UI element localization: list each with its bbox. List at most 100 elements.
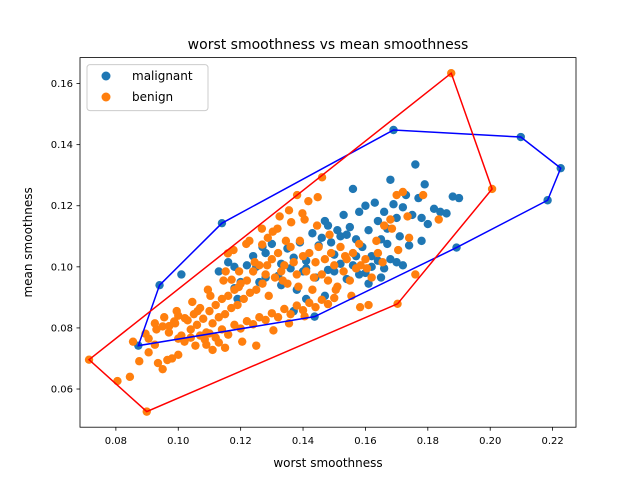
benign-point: [393, 245, 403, 255]
benign-point: [289, 258, 298, 267]
malignant-point: [339, 210, 348, 220]
malignant-point: [420, 180, 429, 189]
benign-point: [339, 267, 348, 276]
malignant-point: [383, 239, 392, 249]
malignant-point: [423, 219, 433, 229]
benign-point: [144, 334, 153, 343]
benign-point: [208, 319, 217, 328]
benign-point: [263, 233, 272, 243]
benign-point: [280, 261, 289, 270]
benign-point: [308, 285, 317, 294]
benign-point: [214, 313, 224, 322]
benign-point: [330, 261, 339, 270]
benign-point: [320, 255, 330, 264]
benign-point: [348, 248, 358, 258]
benign-point: [323, 276, 333, 285]
benign-point: [211, 300, 220, 310]
malignant-point: [379, 207, 389, 217]
plot-area: [84, 68, 565, 416]
benign-point: [330, 293, 339, 303]
benign-point: [214, 338, 224, 347]
benign-point: [221, 267, 230, 276]
benign-point: [311, 302, 320, 312]
benign-point: [208, 345, 217, 355]
benign-point: [234, 267, 244, 276]
benign-point: [252, 285, 261, 294]
malignant-point: [411, 160, 420, 169]
benign-point: [186, 325, 195, 334]
benign-point: [340, 251, 350, 261]
benign-point: [326, 248, 336, 258]
malignant-point: [417, 213, 426, 223]
benign-point: [314, 242, 323, 252]
benign-point: [278, 276, 287, 285]
malignant-point: [398, 203, 408, 212]
y-tick-label: 0.12: [51, 201, 73, 212]
benign-point: [113, 376, 122, 386]
benign-point: [304, 196, 313, 206]
benign-point: [193, 306, 202, 316]
x-tick-label: 0.08: [105, 436, 127, 447]
benign-point: [295, 236, 305, 246]
y-tick-label: 0.06: [51, 385, 73, 396]
benign-point: [364, 300, 373, 310]
benign-point: [372, 236, 381, 246]
malignant-point: [454, 193, 464, 203]
benign-point: [275, 212, 284, 221]
benign-point: [269, 326, 278, 335]
benign-point: [273, 248, 283, 258]
x-axis: 0.08 0.10 0.12 0.14 0.16 0.18 0.20 0.22: [105, 427, 564, 447]
benign-point: [354, 239, 364, 249]
benign-point: [164, 328, 174, 337]
y-tick-label: 0.16: [51, 79, 73, 90]
benign-point: [386, 215, 395, 224]
benign-point: [174, 350, 183, 360]
benign-point: [258, 279, 267, 288]
benign-point: [150, 319, 160, 328]
malignant-point: [323, 221, 333, 230]
y-tick-label: 0.10: [51, 262, 73, 273]
malignant-point: [333, 225, 342, 235]
benign-point: [356, 261, 365, 270]
malignant-point: [214, 267, 224, 276]
benign-point: [411, 270, 420, 279]
benign-point: [158, 364, 167, 374]
benign-point: [203, 285, 213, 294]
malignant-point: [330, 267, 339, 276]
malignant-point: [395, 232, 404, 241]
malignant-point: [392, 258, 401, 267]
benign-point: [312, 221, 322, 230]
benign-point: [345, 276, 355, 285]
benign-point: [404, 233, 414, 243]
malignant-point: [308, 229, 317, 238]
benign-point: [248, 267, 258, 276]
x-tick-label: 0.10: [167, 436, 189, 447]
benign-point: [239, 294, 248, 304]
legend-marker-benign: [101, 92, 111, 102]
benign-point: [262, 261, 272, 270]
malignant-point: [367, 251, 376, 261]
benign-point: [434, 215, 443, 224]
x-tick-label: 0.16: [354, 436, 376, 447]
malignant-point: [442, 209, 451, 218]
benign-point: [362, 264, 372, 273]
malignant-point: [404, 241, 414, 250]
benign-point: [230, 320, 239, 330]
benign-point: [336, 242, 345, 252]
legend-box: [86, 64, 209, 112]
benign-point: [323, 299, 333, 309]
benign-point: [227, 303, 236, 313]
benign-point: [301, 267, 311, 276]
benign-point: [403, 212, 412, 221]
x-tick-label: 0.18: [417, 436, 439, 447]
malignant-point: [326, 238, 336, 247]
benign-point: [294, 282, 303, 291]
benign-point: [373, 248, 383, 258]
malignant-point: [233, 294, 242, 304]
benign-point: [191, 341, 200, 350]
malignant-point: [370, 198, 379, 207]
y-tick-label: 0.08: [51, 323, 73, 334]
benign-point: [160, 313, 169, 322]
benign-point: [242, 239, 251, 249]
benign-point: [165, 321, 174, 331]
